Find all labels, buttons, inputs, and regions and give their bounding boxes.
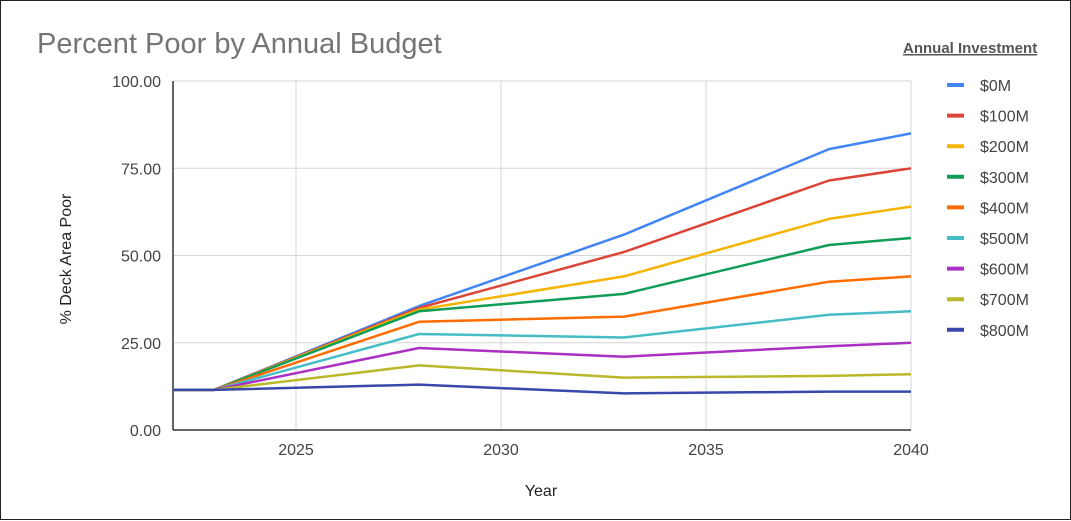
x-tick-label: 2040 bbox=[893, 442, 929, 459]
y-tick-label: 25.00 bbox=[121, 336, 161, 353]
series-lines bbox=[173, 132, 912, 395]
series-line-0 bbox=[173, 132, 912, 392]
x-tick-label: 2030 bbox=[483, 442, 519, 459]
legend-item-label: $0M bbox=[980, 78, 1011, 95]
y-tick-label: 50.00 bbox=[121, 249, 161, 266]
series-line-1 bbox=[173, 167, 912, 392]
legend-item-label: $100M bbox=[980, 109, 1029, 126]
gridlines bbox=[173, 80, 912, 431]
legend-item-label: $600M bbox=[980, 262, 1029, 279]
legend-item-label: $800M bbox=[980, 323, 1029, 340]
legend-title: Annual Investment bbox=[903, 40, 1037, 57]
y-tick-labels: 0.00 25.00 50.00 75.00 100.00 bbox=[112, 74, 161, 440]
legend-item-label: $400M bbox=[980, 200, 1029, 217]
legend-item-label: $300M bbox=[980, 170, 1029, 187]
y-tick-label: 0.00 bbox=[130, 423, 161, 440]
series-line-8 bbox=[173, 383, 911, 395]
chart-title: Percent Poor by Annual Budget bbox=[37, 28, 442, 60]
legend: $0M $100M $200M $300M $400M $500M $600M $700M $8… bbox=[947, 78, 1029, 340]
x-axis-label: Year bbox=[525, 483, 558, 500]
series-line-5 bbox=[173, 310, 912, 392]
legend-item-label: $700M bbox=[980, 292, 1029, 309]
legend-item-label: $200M bbox=[980, 139, 1029, 156]
x-tick-label: 2035 bbox=[688, 442, 724, 459]
series-line-7 bbox=[173, 364, 912, 392]
legend-item-label: $500M bbox=[980, 231, 1029, 248]
y-tick-label: 75.00 bbox=[121, 161, 161, 178]
y-tick-label: 100.00 bbox=[112, 74, 161, 91]
x-tick-label: 2025 bbox=[278, 442, 314, 459]
y-axis-label: % Deck Area Poor bbox=[58, 193, 75, 324]
axes bbox=[172, 81, 911, 431]
x-tick-labels: 2025 2030 2035 2040 bbox=[278, 442, 929, 459]
